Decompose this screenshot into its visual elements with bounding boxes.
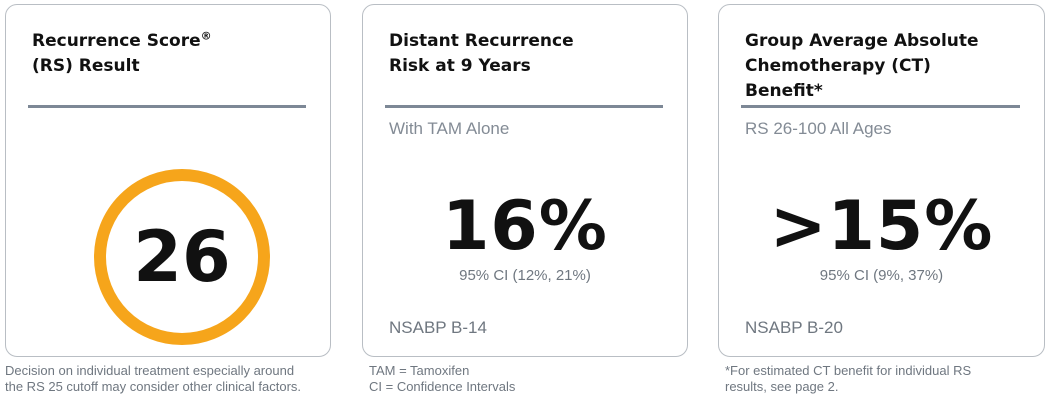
- card-title-line: Distant Recurrence: [389, 31, 574, 51]
- footnote-distant: TAM = Tamoxifen CI = Confidence Interval…: [369, 363, 515, 395]
- footnote-benefit: *For estimated CT benefit for individual…: [725, 363, 971, 395]
- card-title-text: Recurrence Score: [32, 31, 201, 51]
- footnote-line: results, see page 2.: [725, 379, 839, 394]
- card-subtitle: With TAM Alone: [389, 119, 510, 138]
- divider: [385, 105, 663, 108]
- card-title: Group Average Absolute Chemotherapy (CT)…: [745, 29, 1028, 104]
- recurrence-score-value: 26: [133, 216, 231, 298]
- card-subtitle: RS 26-100 All Ages: [745, 119, 892, 138]
- registered-mark: ®: [200, 29, 212, 43]
- distant-recurrence-card: Distant Recurrence Risk at 9 Years With …: [362, 4, 688, 357]
- card-title-line: Group Average Absolute: [745, 31, 979, 51]
- benefit-value: >15%: [769, 187, 994, 266]
- card-title-line: Recurrence Score®: [32, 29, 314, 54]
- footnote-line: CI = Confidence Intervals: [369, 379, 516, 394]
- confidence-interval: 95% CI (9%, 37%): [819, 267, 944, 284]
- card-title-line: Chemotherapy (CT): [745, 56, 931, 76]
- confidence-interval: 95% CI (12%, 21%): [459, 267, 591, 284]
- card-title-line: Risk at 9 Years: [389, 56, 531, 76]
- card-title-line: (RS) Result: [32, 56, 140, 76]
- divider: [741, 105, 1020, 108]
- study-name: NSABP B-14: [389, 318, 487, 337]
- footnote-line: TAM = Tamoxifen: [369, 363, 470, 378]
- card-title-line: Benefit*: [745, 81, 823, 101]
- divider: [28, 105, 306, 108]
- footnote-rs: Decision on individual treatment especia…: [5, 363, 301, 395]
- footnote-line: Decision on individual treatment especia…: [5, 363, 295, 378]
- footnote-line: *For estimated CT benefit for individual…: [725, 363, 972, 378]
- risk-value: 16%: [442, 187, 608, 266]
- study-name: NSABP B-20: [745, 318, 843, 337]
- chemotherapy-benefit-card: Group Average Absolute Chemotherapy (CT)…: [718, 4, 1045, 357]
- card-title: Distant Recurrence Risk at 9 Years: [389, 29, 671, 79]
- card-title: Recurrence Score® (RS) Result: [32, 29, 314, 79]
- recurrence-score-card: Recurrence Score® (RS) Result 26: [5, 4, 331, 357]
- footnote-line: the RS 25 cutoff may consider other clin…: [5, 379, 302, 394]
